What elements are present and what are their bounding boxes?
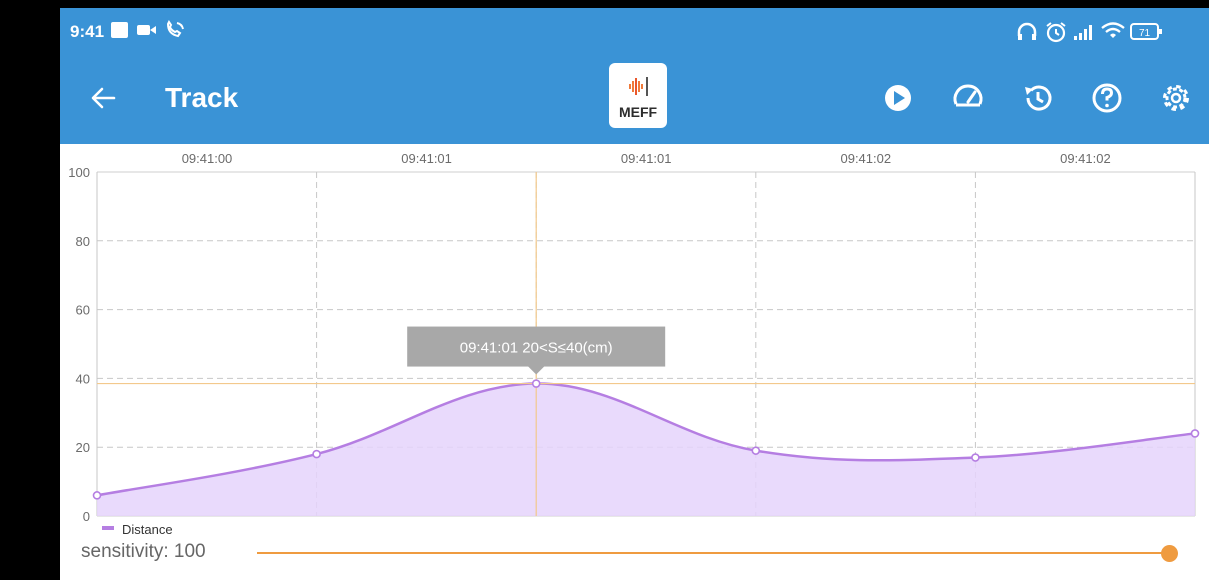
data-point	[531, 379, 541, 388]
wifi-icon	[1100, 20, 1126, 47]
tooltip: 09:41:01 20<S≤40(cm)	[407, 326, 666, 375]
square-icon	[110, 20, 130, 45]
battery-level: 71	[1139, 28, 1151, 39]
battery-icon: 71	[1130, 22, 1164, 47]
legend-label: Distance	[122, 522, 173, 537]
data-points	[92, 379, 1200, 500]
play-icon[interactable]	[878, 78, 918, 118]
x-tick-label: 09:41:00	[182, 151, 233, 166]
tooltip-text: 09:41:01 20<S≤40(cm)	[460, 340, 613, 357]
data-point	[971, 453, 980, 462]
data-point	[92, 491, 102, 500]
phone-screen: 9:41 71 Track	[60, 8, 1209, 580]
alarm-icon	[1044, 20, 1068, 49]
sensitivity-label: sensitivity: 100	[81, 541, 206, 563]
area-layer	[96, 382, 1196, 516]
data-point	[1190, 429, 1200, 438]
sensitivity-value: 100	[173, 541, 206, 562]
logo-text: MEFF	[618, 104, 658, 120]
series-area	[97, 383, 1195, 516]
y-tick-label: 60	[76, 303, 90, 318]
x-tick-label: 09:41:02	[1060, 151, 1111, 166]
app-bar: Track MEFF	[60, 58, 1209, 144]
data-point	[312, 449, 321, 459]
help-icon[interactable]	[1087, 78, 1127, 118]
y-tick-label: 40	[76, 371, 90, 386]
speedometer-icon[interactable]	[948, 78, 988, 118]
y-tick-label: 20	[76, 440, 90, 455]
y-axis: 0 20 40 60 80 100	[68, 165, 90, 524]
back-arrow-icon[interactable]	[86, 80, 122, 116]
y-tick-label: 80	[76, 234, 90, 249]
page-title: Track	[165, 82, 239, 113]
status-bar: 9:41 71	[60, 8, 1209, 58]
status-time: 9:41	[70, 22, 105, 41]
x-tick-label: 09:41:01	[621, 151, 672, 166]
legend-swatch	[102, 526, 114, 530]
tooltip-box	[407, 326, 666, 367]
distance-chart[interactable]: 09:41:00 09:41:01 09:41:01 09:41:02 09:41:02…	[60, 144, 1209, 544]
video-camera-icon	[136, 20, 158, 45]
sensitivity-slider-track[interactable]	[257, 552, 1170, 554]
sensitivity-slider-thumb[interactable]	[1161, 545, 1178, 562]
x-tick-label: 09:41:01	[401, 151, 452, 166]
y-tick-label: 100	[68, 165, 90, 180]
phone-call-icon	[164, 20, 186, 47]
tooltip-pointer	[528, 366, 545, 375]
meff-logo: MEFF	[609, 63, 667, 128]
settings-icon[interactable]	[1156, 78, 1196, 118]
history-icon[interactable]	[1018, 78, 1058, 118]
data-point	[751, 446, 761, 455]
sound-wave-icon	[629, 77, 648, 96]
series-line	[96, 382, 1196, 497]
y-tick-label: 0	[83, 509, 90, 524]
x-tick-label: 09:41:02	[840, 151, 891, 166]
sensitivity-label-text: sensitivity:	[81, 541, 169, 562]
chart-legend: Distance	[102, 522, 173, 537]
top-axis: 09:41:00 09:41:01 09:41:01 09:41:02 09:41:02	[182, 151, 1111, 166]
headset-icon	[1015, 20, 1039, 49]
signal-icon	[1072, 20, 1098, 47]
